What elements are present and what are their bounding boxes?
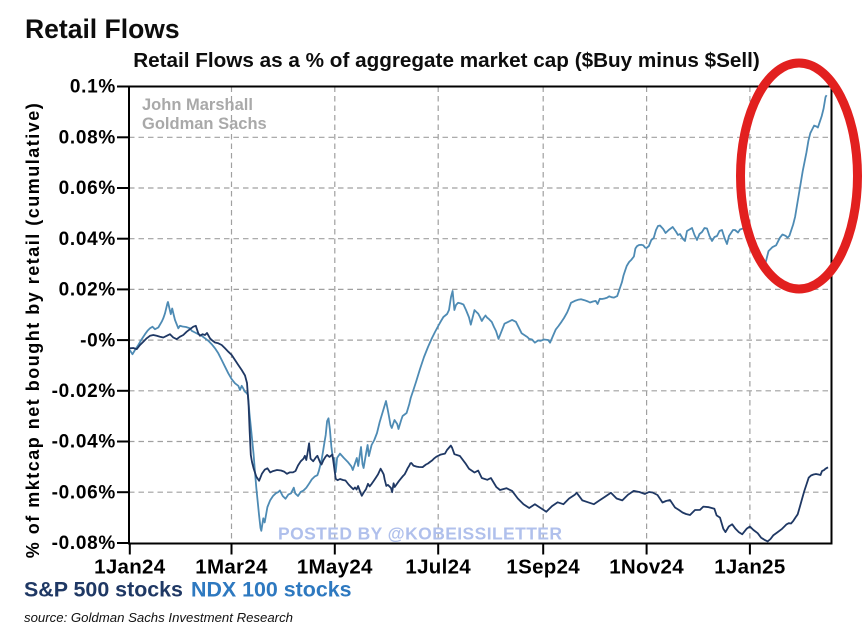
svg-text:1Mar24: 1Mar24 — [195, 556, 268, 579]
svg-text:1Nov24: 1Nov24 — [609, 556, 684, 579]
svg-text:S&P 500 stocks: S&P 500 stocks — [24, 578, 183, 602]
svg-text:-0.06%: -0.06% — [52, 482, 116, 503]
svg-text:John Marshall: John Marshall — [142, 96, 253, 114]
svg-text:0.08%: 0.08% — [59, 128, 116, 149]
svg-text:POSTED BY @KOBEISSILETTER: POSTED BY @KOBEISSILETTER — [278, 524, 562, 544]
svg-text:-0.04%: -0.04% — [52, 432, 116, 453]
svg-text:0.1%: 0.1% — [70, 77, 116, 98]
svg-text:1Jan25: 1Jan25 — [714, 556, 785, 579]
svg-text:source: Goldman Sachs Investme: source: Goldman Sachs Investment Researc… — [24, 610, 293, 625]
svg-text:1Sep24: 1Sep24 — [506, 556, 580, 579]
svg-text:-0.08%: -0.08% — [52, 533, 116, 554]
svg-text:-0%: -0% — [80, 330, 116, 351]
svg-text:NDX 100 stocks: NDX 100 stocks — [191, 578, 352, 602]
svg-text:0.02%: 0.02% — [59, 280, 116, 301]
svg-text:Goldman Sachs: Goldman Sachs — [142, 115, 267, 133]
svg-text:% of mktcap net bought by reta: % of mktcap net bought by retail (cumula… — [23, 102, 43, 559]
svg-text:1Jan24: 1Jan24 — [94, 556, 166, 579]
svg-text:1May24: 1May24 — [297, 556, 373, 579]
svg-text:0.04%: 0.04% — [59, 229, 116, 250]
svg-text:1Jul24: 1Jul24 — [405, 556, 471, 579]
svg-text:Retail Flows as a % of aggrega: Retail Flows as a % of aggregate market … — [133, 49, 760, 72]
svg-text:0.06%: 0.06% — [59, 178, 116, 199]
svg-text:-0.02%: -0.02% — [52, 381, 116, 402]
svg-text:Retail Flows: Retail Flows — [25, 14, 180, 44]
